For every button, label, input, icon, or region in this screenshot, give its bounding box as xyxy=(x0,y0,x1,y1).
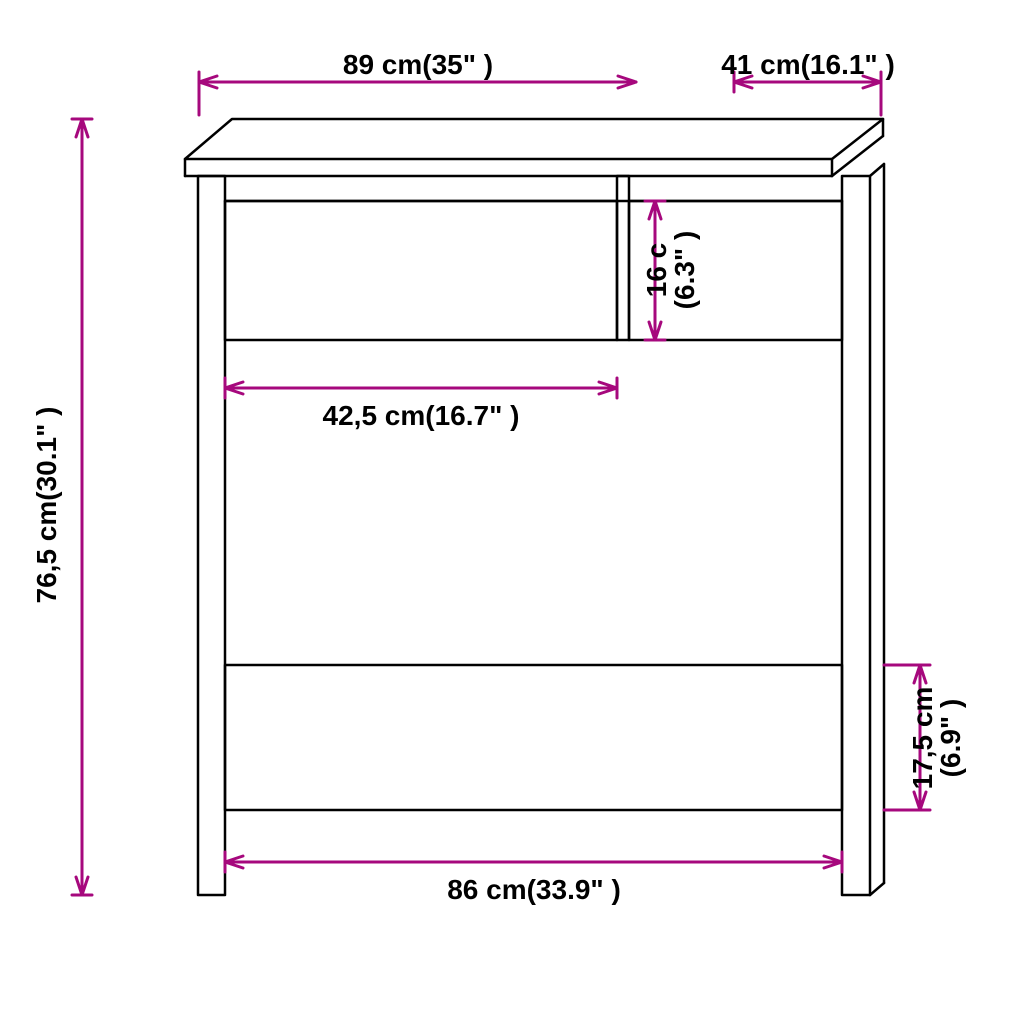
dimensions.drawer_w.label: 42,5 cm(16.7" ) xyxy=(323,400,520,431)
dimensions.height_left.label: 76,5 cm(30.1" ) xyxy=(31,407,62,604)
dimensions.inner_w.label: 86 cm(33.9" ) xyxy=(447,874,621,905)
dimensions xyxy=(72,72,930,895)
dimensions.depth_top.label: 41 cm(16.1" ) xyxy=(721,49,895,80)
dimension-drawing: 89 cm(35" ) 41 cm(16.1" ) 76,5 cm(30.1" ) 4… xyxy=(0,0,1024,1024)
furniture-outline xyxy=(185,119,884,895)
dimensions.shelf_h.label: 17,5 cm(6.9" ) xyxy=(907,687,966,790)
dimensions.width_top.label: 89 cm(35" ) xyxy=(343,49,493,80)
dimensions.drawer_h.label: 16 c(6.3" ) xyxy=(641,231,700,310)
